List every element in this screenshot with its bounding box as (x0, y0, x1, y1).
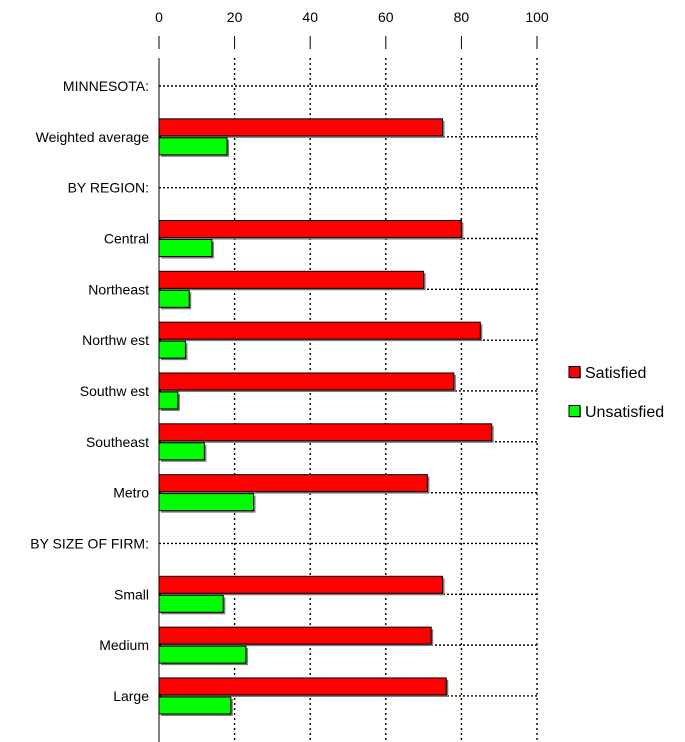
category-label: Weighted average (36, 129, 150, 145)
satisfied-bar (158, 118, 443, 137)
x-tick-label: 0 (155, 9, 163, 25)
legend-unsatisfied-swatch (568, 405, 581, 417)
unsatisfied-bar (158, 137, 228, 156)
category-label: Central (104, 230, 149, 246)
satisfied-bar (158, 321, 481, 340)
satisfied-bar (158, 270, 425, 289)
unsatisfied-bar (158, 696, 232, 715)
unsatisfied-bar (158, 442, 205, 461)
satisfied-bar (158, 474, 428, 493)
unsatisfied-bar (158, 238, 213, 257)
satisfied-bar (158, 677, 447, 696)
category-label: Small (114, 586, 149, 602)
unsatisfied-bar (158, 645, 247, 664)
category-label: Medium (99, 637, 149, 653)
satisfied-bar (158, 626, 432, 645)
legend-satisfied-label: Satisfied (585, 365, 646, 382)
satisfied-bar (158, 575, 443, 594)
unsatisfied-bar (158, 391, 179, 410)
unsatisfied-bar (158, 340, 186, 359)
x-tick-label: 100 (525, 9, 549, 25)
x-tick-label: 20 (227, 9, 243, 25)
x-tick-label: 40 (302, 9, 318, 25)
legend: Satisfied Unsatisfied (568, 365, 664, 421)
legend-unsatisfied-label: Unsatisfied (585, 404, 664, 421)
satisfied-bar (158, 423, 493, 442)
category-label: BY SIZE OF FIRM: (30, 535, 149, 551)
category-label: Northw est (82, 332, 149, 348)
satisfied-bar (158, 219, 462, 238)
unsatisfied-bar (158, 493, 254, 512)
x-tick-label: 80 (454, 9, 470, 25)
unsatisfied-bar (158, 289, 190, 308)
x-tick-label: 60 (378, 9, 394, 25)
legend-satisfied-swatch (568, 366, 581, 378)
unsatisfied-bar (158, 594, 224, 613)
category-label: MINNESOTA: (63, 78, 149, 94)
category-label: Large (113, 688, 149, 704)
category-label: Southeast (86, 434, 149, 450)
category-label: Southw est (80, 383, 149, 399)
satisfied-bar (158, 372, 455, 391)
category-label: Metro (113, 485, 149, 501)
category-label: BY REGION: (68, 180, 149, 196)
category-label: Northeast (88, 281, 149, 297)
